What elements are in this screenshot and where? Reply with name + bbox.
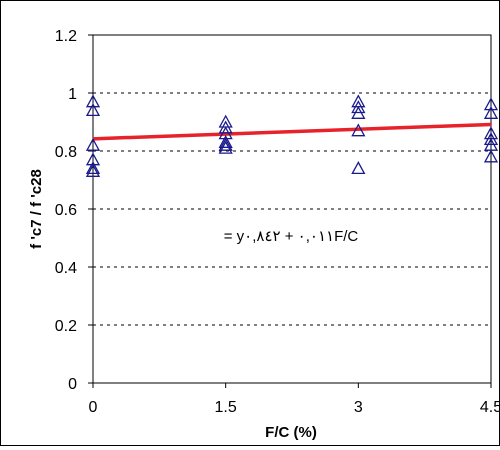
x-tick-label: 3	[354, 399, 363, 416]
y-tick-label: 0.6	[55, 202, 77, 219]
trendline-layer	[92, 122, 492, 141]
x-axis-label: F/C (%)	[265, 424, 317, 441]
x-tick-label: 0	[89, 399, 98, 416]
data-point	[483, 149, 499, 163]
trendline	[92, 122, 492, 141]
data-point	[351, 100, 366, 114]
data-point	[351, 161, 366, 175]
data-point	[85, 94, 101, 108]
y-tick-label: 1	[68, 86, 77, 103]
data-point	[351, 105, 366, 119]
data-point	[218, 134, 233, 148]
data-points	[85, 94, 499, 177]
y-tick-label: 0.2	[55, 318, 77, 335]
y-axis-label: f 'c7 / f 'c28	[28, 169, 45, 249]
data-point	[351, 123, 366, 137]
grid-lines	[93, 92, 491, 326]
data-point	[85, 163, 101, 177]
y-tick-label: 0.8	[55, 144, 77, 161]
data-point	[483, 97, 499, 111]
data-point	[85, 161, 101, 175]
x-axis-ticks: 0 1.5 3 4.5	[89, 383, 500, 416]
x-tick-label: 4.5	[480, 399, 499, 416]
y-tick-label: 1.2	[55, 28, 77, 45]
y-axis-ticks: 0 0.2 0.4 0.6 0.8 1 1.2	[55, 28, 93, 393]
trendline-equation: = y۰,۸٤۲ + ۰,۰۱۱F/C	[224, 228, 359, 245]
data-point	[218, 120, 233, 134]
data-point	[85, 103, 101, 117]
y-tick-label: 0	[68, 376, 77, 393]
data-point	[218, 137, 233, 151]
data-point	[483, 105, 499, 119]
y-tick-label: 0.4	[55, 260, 77, 277]
data-point	[483, 132, 499, 146]
data-point	[218, 140, 233, 154]
x-tick-label: 1.5	[215, 399, 237, 416]
data-point	[85, 137, 101, 151]
